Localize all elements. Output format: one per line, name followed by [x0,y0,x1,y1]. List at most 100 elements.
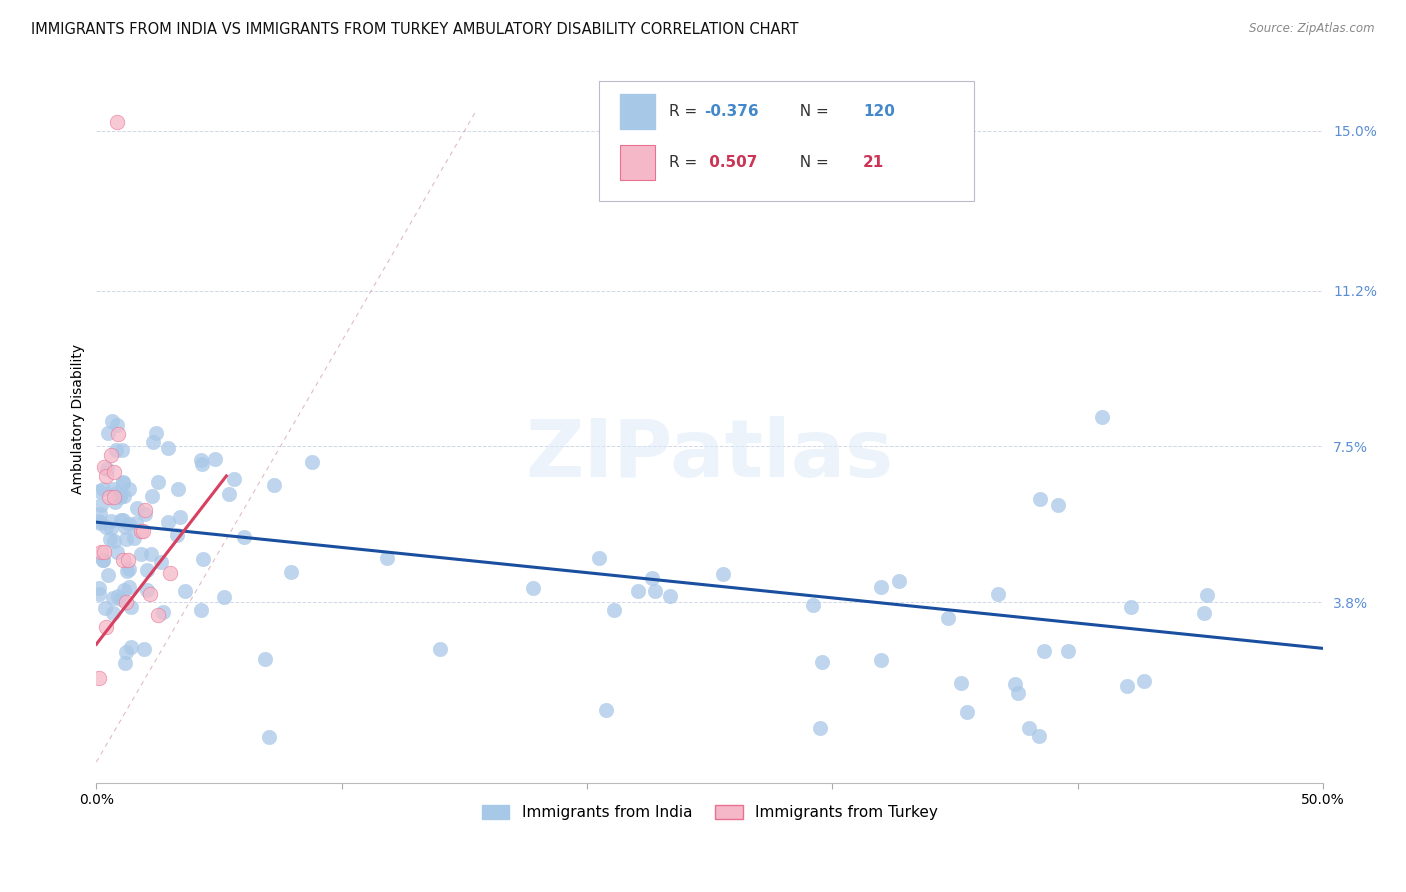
Point [118,562,141,576]
Point [94,601,117,615]
Point [253,652,276,666]
Point [101,482,124,496]
Point [89,514,111,528]
Point [96,462,118,476]
Point [166,528,188,542]
Point [96,620,118,634]
Point [101,591,124,605]
Point [141,489,163,503]
Point [1133,674,1156,689]
Point [222,472,245,486]
Point [156,441,179,455]
Point [115,645,138,659]
Point [89,507,111,521]
Text: N =: N = [790,104,834,120]
Text: ZIPatlas: ZIPatlas [526,417,894,494]
Point [949,675,972,690]
Point [122,531,145,545]
Point [145,426,167,441]
Point [87,587,110,601]
Point [658,589,681,603]
Text: 120: 120 [863,104,896,120]
Point [218,487,240,501]
Point [125,500,148,515]
Point [191,457,214,471]
Point [87,483,110,498]
Point [90,498,112,512]
Point [139,587,162,601]
Point [96,469,118,483]
Point [1047,498,1070,512]
Point [114,595,136,609]
Point [204,452,226,467]
Point [107,426,129,441]
Point [135,563,157,577]
Text: Source: ZipAtlas.com: Source: ZipAtlas.com [1250,22,1375,36]
Point [105,418,128,433]
Point [987,587,1010,601]
Text: R =: R = [669,155,703,170]
Point [641,570,664,584]
Point [1119,599,1142,614]
Point [114,519,136,533]
Point [121,640,143,654]
Point [110,513,132,527]
Point [105,544,128,558]
Point [91,553,114,567]
FancyBboxPatch shape [599,80,973,201]
Point [263,478,285,492]
Point [100,514,122,528]
Point [146,475,169,490]
Point [89,516,111,530]
Point [104,495,127,509]
Legend: Immigrants from India, Immigrants from Turkey: Immigrants from India, Immigrants from T… [475,799,943,826]
Point [112,582,135,597]
Point [129,524,152,538]
Point [139,547,162,561]
Text: 21: 21 [863,155,884,170]
Text: N =: N = [790,155,834,170]
Point [103,490,125,504]
Point [114,532,136,546]
Bar [620,145,655,180]
Point [110,592,132,607]
Point [91,483,114,497]
Point [214,590,236,604]
Point [129,547,152,561]
Point [93,460,115,475]
Y-axis label: Ambulatory Disability: Ambulatory Disability [72,344,86,494]
Point [808,722,831,736]
Point [1057,644,1080,658]
Point [132,642,155,657]
Point [1116,679,1139,693]
Point [134,502,156,516]
Point [111,513,134,527]
Point [107,589,129,603]
Point [120,600,142,615]
Point [233,530,256,544]
Point [97,490,120,504]
Point [1007,686,1029,700]
Point [1033,643,1056,657]
Text: R =: R = [669,104,703,120]
Text: 0.507: 0.507 [703,155,756,170]
Point [1028,730,1050,744]
Bar [620,95,655,129]
Point [190,453,212,467]
Point [101,607,124,621]
Point [644,584,666,599]
Point [108,488,131,502]
Point [87,581,110,595]
Point [90,544,112,558]
Point [870,653,893,667]
Point [100,521,122,535]
Point [111,476,134,491]
Text: -0.376: -0.376 [703,104,758,120]
Point [105,115,128,129]
Point [159,566,181,580]
Point [152,605,174,619]
Point [588,551,610,566]
Point [174,583,197,598]
Point [301,454,323,468]
Point [146,607,169,622]
